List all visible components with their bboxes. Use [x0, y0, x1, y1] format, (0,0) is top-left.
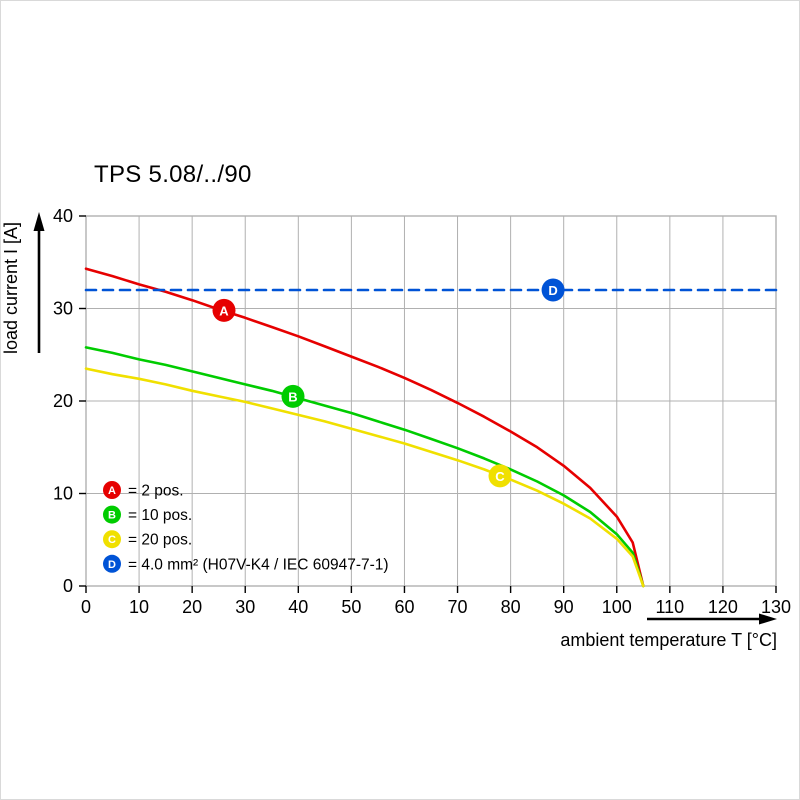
x-tick-label: 10 [129, 597, 149, 617]
marker-letter: A [219, 303, 229, 318]
x-tick-label: 90 [554, 597, 574, 617]
x-tick-label: 70 [448, 597, 468, 617]
y-axis-arrow-head [33, 212, 45, 231]
legend-letter: B [108, 510, 116, 522]
x-tick-label: 100 [602, 597, 632, 617]
legend-item-c: C = 20 pos. [103, 530, 192, 549]
legend-swatch [103, 481, 121, 499]
legend-text: = 20 pos. [128, 532, 192, 549]
marker-a: A [212, 298, 236, 322]
x-tick-label: 130 [761, 597, 791, 617]
y-axis: load current I [A] [1, 212, 45, 354]
x-tick-label: 0 [81, 597, 91, 617]
x-tick-label: 20 [182, 597, 202, 617]
y-tick-label: 40 [53, 206, 73, 226]
marker-letter: D [548, 283, 557, 298]
curves [84, 267, 778, 588]
marker-c: C [488, 464, 512, 488]
legend: A = 2 pos. B = 10 pos. C = 20 pos. D = 4.0 mm² … [103, 481, 389, 573]
marker-d: D [541, 278, 565, 302]
axis-tick-labels: 0 10 20 30 40 50 60 70 80 90 100 110 120 130 0 10 20 30 40 [53, 206, 791, 617]
marker-letter: C [495, 469, 505, 484]
legend-letter: C [108, 534, 116, 546]
legend-letter: D [108, 559, 116, 571]
x-tick-label: 120 [708, 597, 738, 617]
marker-circle [488, 464, 512, 488]
marker-circle [541, 278, 565, 302]
x-axis: ambient temperature T [°C] [560, 613, 777, 650]
legend-text: = 10 pos. [128, 507, 192, 524]
chart-title: TPS 5.08/../90 [94, 161, 252, 188]
x-tick-label: 50 [341, 597, 361, 617]
axis-ticks [79, 215, 777, 593]
x-axis-arrow-head [759, 613, 777, 625]
curve-a [84, 267, 645, 588]
x-tick-label: 60 [394, 597, 414, 617]
legend-swatch [103, 554, 121, 573]
legend-swatch [103, 505, 121, 524]
curve-b [84, 346, 645, 588]
legend-text: = 4.0 mm² (H07V-K4 / IEC 60947-7-1) [128, 556, 389, 573]
marker-b: B [281, 384, 305, 408]
legend-item-a: A = 2 pos. [103, 481, 184, 500]
legend-swatch [103, 530, 121, 549]
y-tick-label: 0 [63, 576, 73, 596]
legend-item-d: D = 4.0 mm² (H07V-K4 / IEC 60947-7-1) [103, 554, 389, 573]
x-tick-label: 80 [501, 597, 521, 617]
gridlines [86, 216, 776, 586]
x-tick-label: 110 [655, 597, 684, 617]
y-tick-label: 20 [53, 391, 73, 411]
legend-item-b: B = 10 pos. [103, 505, 192, 524]
marker-circle [212, 298, 236, 322]
curve-markers: A B C D [212, 278, 565, 488]
x-tick-label: 40 [288, 597, 308, 617]
curve-c [84, 367, 645, 588]
legend-letter: A [108, 485, 116, 497]
y-tick-label: 10 [53, 484, 73, 504]
marker-letter: B [288, 389, 297, 404]
x-tick-label: 30 [235, 597, 255, 617]
legend-text: = 2 pos. [128, 483, 184, 500]
y-axis-label: load current I [A] [1, 222, 21, 354]
x-axis-label: ambient temperature T [°C] [560, 630, 777, 650]
marker-circle [281, 384, 305, 408]
y-tick-label: 30 [53, 299, 73, 319]
